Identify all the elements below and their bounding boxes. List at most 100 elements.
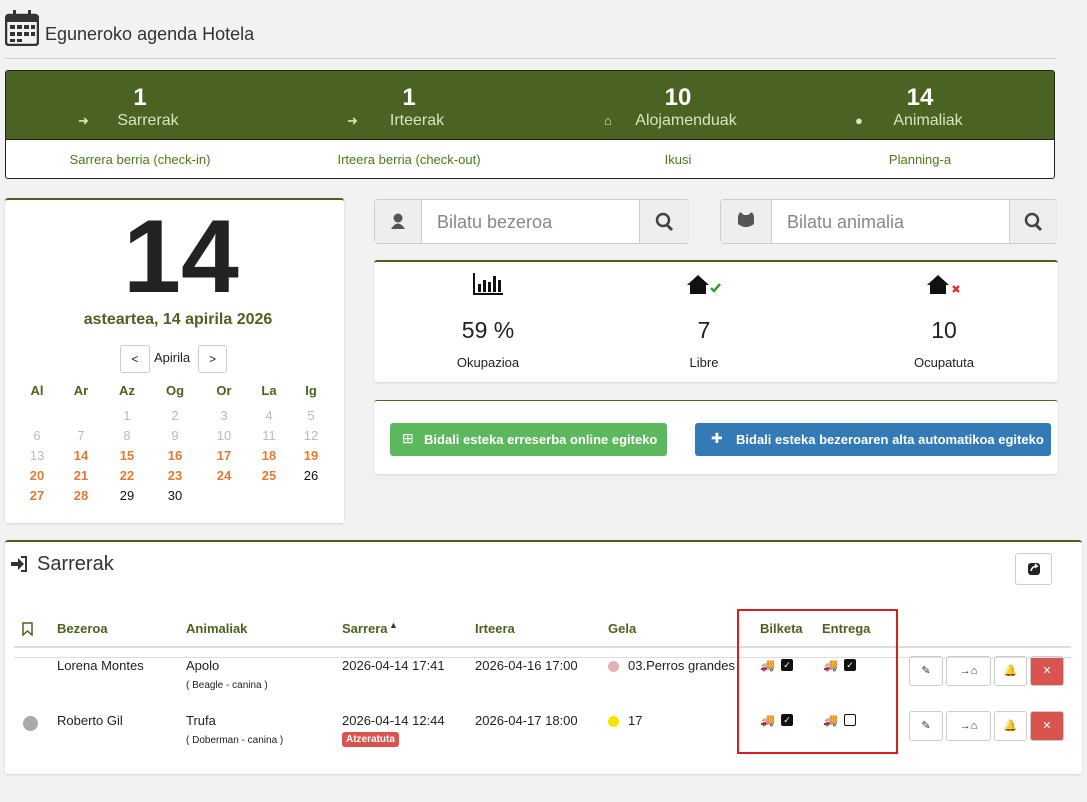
prev-month[interactable]: < bbox=[120, 345, 150, 373]
calendar-day[interactable]: 26 bbox=[303, 468, 319, 483]
truck-icon: 🚚 bbox=[760, 713, 775, 727]
free-icon bbox=[687, 275, 721, 294]
calendar-day[interactable]: 12 bbox=[303, 428, 319, 443]
calendar-day[interactable]: 18 bbox=[261, 448, 277, 463]
calendar-day[interactable]: 10 bbox=[216, 428, 232, 443]
calendar-day[interactable]: 11 bbox=[262, 428, 276, 443]
client-status bbox=[23, 716, 38, 731]
weekday: Al bbox=[30, 383, 44, 398]
calendar-day[interactable]: 19 bbox=[303, 448, 319, 463]
big-day: 14 bbox=[123, 199, 239, 315]
row-line bbox=[14, 646, 1071, 648]
calendar-day[interactable]: 30 bbox=[167, 488, 183, 503]
checkbox[interactable]: ✓ bbox=[844, 659, 856, 671]
calendar-day[interactable]: 25 bbox=[261, 468, 277, 483]
client[interactable]: Lorena Montes bbox=[57, 658, 144, 673]
calendar-day[interactable]: 21 bbox=[73, 468, 89, 483]
breed: ( Beagle - canina ) bbox=[186, 680, 268, 691]
row-action[interactable]: ✕ bbox=[1030, 711, 1064, 741]
column-header[interactable]: Animaliak bbox=[186, 621, 248, 636]
room: 17 bbox=[628, 713, 643, 728]
column-header: Entrega bbox=[822, 621, 871, 636]
summary-count: 14 bbox=[906, 84, 934, 111]
calendar-day[interactable]: 4 bbox=[265, 408, 273, 423]
busy-icon bbox=[927, 275, 960, 294]
calendar-icon bbox=[5, 10, 39, 46]
signin-icon bbox=[11, 556, 27, 572]
btn-icon: ⊞ bbox=[402, 430, 414, 446]
summary-icon: ➜ bbox=[78, 113, 89, 128]
checkbox[interactable] bbox=[844, 714, 856, 726]
column-header[interactable]: Gela bbox=[608, 621, 637, 636]
truck-icon: 🚚 bbox=[823, 713, 838, 727]
row-action[interactable]: →⌂ bbox=[946, 656, 991, 686]
next-month[interactable]: > bbox=[198, 345, 227, 373]
calendar-day[interactable]: 6 bbox=[33, 428, 41, 443]
animal[interactable]: Apolo bbox=[186, 658, 220, 673]
send-signup-link[interactable]: Bidali esteka bezeroaren alta automatiko… bbox=[695, 423, 1051, 456]
summary-link[interactable]: Ikusi bbox=[664, 152, 692, 167]
chart-icon bbox=[473, 273, 503, 295]
calendar-day[interactable]: 3 bbox=[220, 408, 228, 423]
calendar-day[interactable]: 5 bbox=[307, 408, 315, 423]
calendar-day[interactable]: 13 bbox=[29, 448, 45, 463]
calendar-day[interactable]: 7 bbox=[77, 428, 85, 443]
animal-search[interactable]: Bilatu animalia bbox=[720, 199, 1058, 244]
column-header[interactable]: Sarrera bbox=[342, 621, 388, 636]
row-action[interactable]: ✕ bbox=[1030, 656, 1064, 686]
client-search[interactable]: Bilatu bezeroa bbox=[374, 199, 690, 244]
summary-count: 10 bbox=[664, 84, 692, 111]
calendar-day[interactable]: 9 bbox=[171, 428, 179, 443]
column-header: Bilketa bbox=[760, 621, 803, 636]
client[interactable]: Roberto Gil bbox=[57, 713, 123, 728]
highlight-box bbox=[737, 609, 898, 754]
calendar-day[interactable]: 20 bbox=[29, 468, 45, 483]
calendar-day[interactable]: 14 bbox=[73, 448, 89, 463]
calendar-day[interactable]: 15 bbox=[119, 448, 135, 463]
summary-label: Irteerak bbox=[389, 112, 445, 129]
calendar-day[interactable]: 28 bbox=[73, 488, 89, 503]
stat-label: Okupazioa bbox=[456, 355, 520, 370]
stat-label: Libre bbox=[689, 355, 719, 370]
stats-card bbox=[374, 260, 1058, 382]
column-header[interactable]: Bezeroa bbox=[57, 621, 108, 636]
checkout: 2026-04-17 18:00 bbox=[475, 713, 578, 728]
search-input[interactable]: Bilatu bezeroa bbox=[437, 212, 553, 232]
calendar-day[interactable]: 16 bbox=[167, 448, 183, 463]
checkin: 2026-04-14 12:44 bbox=[342, 713, 445, 728]
summary-link[interactable]: Planning-a bbox=[888, 152, 952, 167]
summary-link[interactable]: Sarrera berria (check-in) bbox=[69, 152, 211, 167]
summary-label: Animaliak bbox=[893, 112, 963, 129]
summary-icon: ➜ bbox=[347, 113, 358, 128]
weekday: Ar bbox=[73, 383, 89, 398]
summary-icon: ⌂ bbox=[604, 113, 612, 128]
calendar-day[interactable]: 17 bbox=[216, 448, 232, 463]
row-action[interactable]: 🔔 bbox=[994, 656, 1027, 686]
month-name: Apirila bbox=[154, 350, 191, 365]
btn-icon: ✚ bbox=[711, 430, 723, 446]
animal[interactable]: Trufa bbox=[186, 713, 216, 728]
calendar-day[interactable]: 8 bbox=[123, 428, 131, 443]
calendar-day[interactable]: 1 bbox=[123, 408, 131, 423]
date-label: asteartea, 14 apirila 2026 bbox=[83, 311, 273, 328]
summary-icon: ● bbox=[855, 113, 863, 128]
row-action[interactable]: 🔔 bbox=[994, 711, 1027, 741]
calendar-day[interactable]: 23 bbox=[167, 468, 183, 483]
search-input[interactable]: Bilatu animalia bbox=[787, 212, 905, 232]
refresh-button[interactable] bbox=[1015, 553, 1052, 585]
calendar-day[interactable]: 29 bbox=[119, 488, 135, 503]
row-action[interactable]: ✎ bbox=[909, 656, 943, 686]
checkbox[interactable]: ✓ bbox=[781, 714, 793, 726]
row-action[interactable]: ✎ bbox=[909, 711, 943, 741]
calendar-day[interactable]: 24 bbox=[216, 468, 232, 483]
weekday: Og bbox=[165, 383, 185, 398]
column-header[interactable]: Irteera bbox=[475, 621, 515, 636]
calendar-day[interactable]: 22 bbox=[119, 468, 135, 483]
calendar-day[interactable]: 27 bbox=[29, 488, 45, 503]
summary-link[interactable]: Irteera berria (check-out) bbox=[337, 152, 481, 167]
calendar-day[interactable]: 2 bbox=[171, 408, 179, 423]
row-action[interactable]: →⌂ bbox=[946, 711, 991, 741]
send-booking-link[interactable]: Bidali esteka erreserba online egiteko bbox=[390, 423, 667, 456]
truck-icon: 🚚 bbox=[760, 658, 775, 672]
checkbox[interactable]: ✓ bbox=[781, 659, 793, 671]
